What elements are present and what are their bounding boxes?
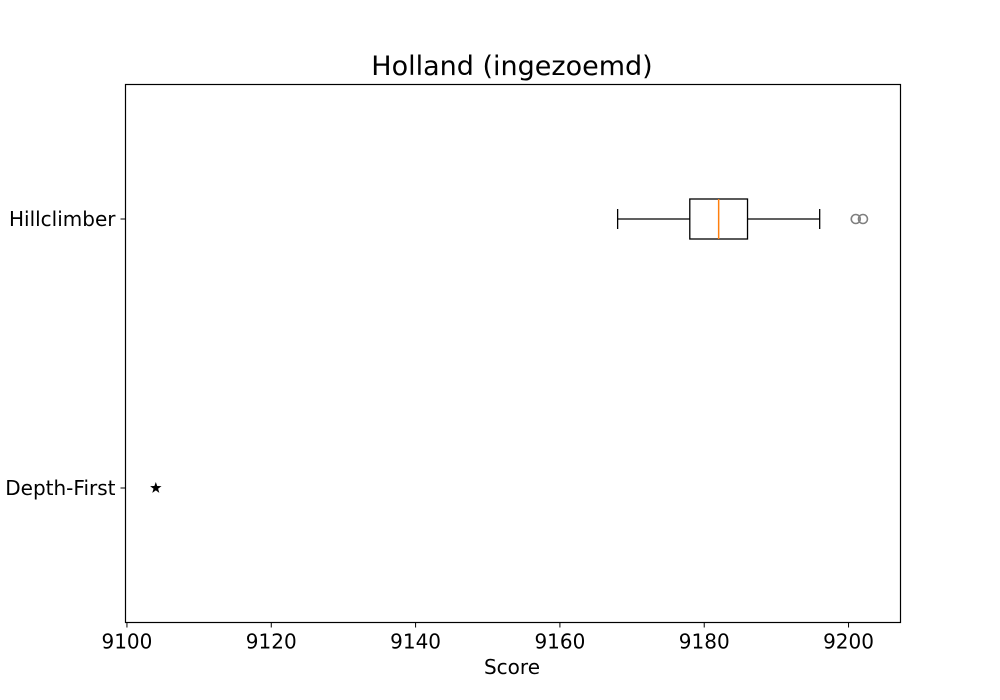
x-axis: 9100 9120 9140 9160 9180 9200: [101, 622, 874, 654]
plot-marks: [150, 198, 869, 493]
x-tick-label: 9160: [534, 630, 585, 654]
outlier-point: [857, 213, 869, 225]
y-tick-label: Depth-First: [5, 476, 115, 500]
outlier-point: [850, 213, 862, 225]
x-tick-label: 9200: [823, 630, 874, 654]
chart-title: Holland (ingezoemd): [371, 51, 652, 82]
y-axis: Hillclimber Depth-First: [5, 207, 126, 500]
y-tick-label: Hillclimber: [9, 207, 116, 231]
data-point-star: [150, 482, 162, 493]
plot-area: [124, 83, 902, 624]
x-tick-label: 9140: [390, 630, 441, 654]
x-tick-label: 9120: [246, 630, 297, 654]
x-tick-label: 9180: [679, 630, 730, 654]
x-axis-label: Score: [484, 655, 540, 679]
x-tick-label: 9100: [101, 630, 152, 654]
